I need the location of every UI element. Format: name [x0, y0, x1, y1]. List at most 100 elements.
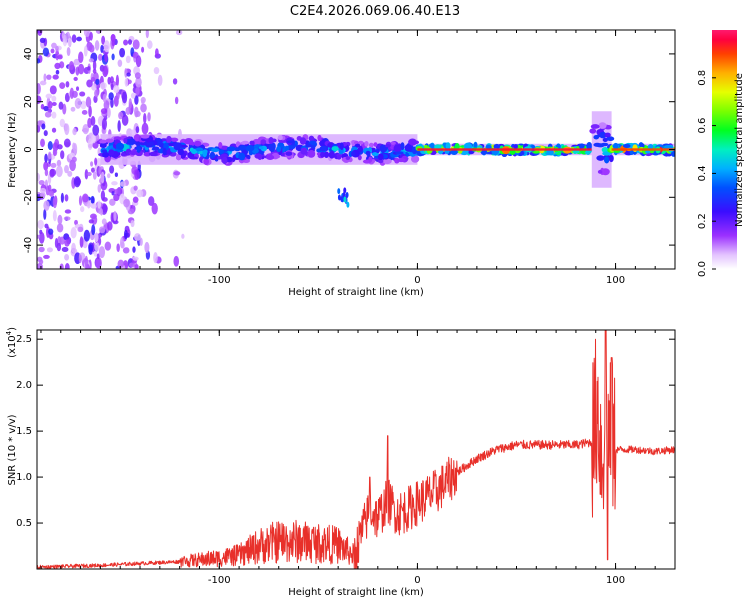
heatmap-cell: [175, 30, 183, 36]
heatmap-cell: [114, 172, 118, 178]
heatmap-cell: [46, 226, 51, 239]
heatmap-cell: [123, 229, 128, 240]
heatmap-cell: [434, 144, 442, 149]
heatmap-cell: [87, 117, 92, 128]
heatmap-cell: [600, 142, 609, 147]
heatmap-cell: [51, 42, 57, 49]
heatmap-cell: [153, 252, 158, 264]
heatmap-cell: [100, 44, 104, 54]
heatmap-cell: [110, 83, 114, 91]
heatmap-cell: [45, 93, 53, 99]
heatmap-cell: [400, 142, 405, 151]
heatmap-cell: [277, 135, 283, 141]
heatmap-cell: [57, 144, 63, 150]
heatmap-cell: [266, 154, 275, 160]
snr-xtick-label: -100: [208, 575, 231, 586]
heatmap-cell: [124, 77, 129, 87]
heatmap-cell: [117, 59, 123, 67]
colorbar-gradient: [712, 30, 737, 269]
heatmap-cell: [202, 149, 208, 158]
heatmap-cell: [603, 156, 610, 164]
heatmap-cell: [89, 31, 93, 41]
heatmap-cell: [55, 69, 60, 75]
heatmap-cell: [320, 151, 325, 158]
heatmap-cell: [37, 30, 43, 37]
heatmap-cell: [88, 219, 94, 224]
heatmap-cell: [74, 219, 78, 226]
heatmap-cell: [48, 228, 54, 235]
heatmap-cell: [103, 40, 110, 53]
heatmap-cell: [218, 149, 225, 155]
snr-ylabel: SNR (10 * v/v): [7, 414, 18, 485]
heatmap-cell: [148, 141, 155, 147]
heatmap-cell: [38, 231, 45, 244]
heatmap-cell: [135, 55, 142, 68]
spectrogram-xlabel: Height of straight line (km): [288, 287, 424, 298]
heatmap-cell: [127, 39, 133, 45]
heatmap-cell: [51, 101, 57, 106]
heatmap-cell: [173, 171, 181, 176]
heatmap-cell: [38, 246, 45, 253]
heatmap-cell: [355, 143, 361, 148]
heatmap-cell: [70, 227, 77, 239]
heatmap-cell: [88, 244, 93, 255]
heatmap-cell: [85, 96, 92, 108]
heatmap-cell: [134, 95, 139, 105]
heatmap-cell: [351, 140, 356, 147]
heatmap-cell: [602, 151, 612, 156]
heatmap-cell: [151, 202, 158, 215]
heatmap-cell: [143, 113, 147, 124]
heatmap-cell: [51, 111, 57, 119]
heatmap-cell: [357, 154, 362, 161]
heatmap-cell: [102, 65, 109, 78]
heatmap-cell: [121, 114, 129, 126]
heatmap-cell: [93, 250, 98, 257]
heatmap-cell: [252, 138, 261, 146]
heatmap-cell: [71, 156, 77, 163]
heatmap-cell: [346, 201, 350, 208]
heatmap-cell: [73, 58, 81, 66]
heatmap-cell: [203, 158, 210, 165]
colorbar-tick-label: 0.2: [697, 213, 708, 229]
heatmap-cell: [155, 48, 159, 57]
heatmap-cell: [96, 253, 100, 259]
heatmap-cell: [80, 100, 87, 110]
heatmap-cell: [76, 86, 80, 92]
heatmap-cell: [37, 120, 43, 126]
heatmap-cell: [209, 151, 216, 159]
heatmap-cell: [113, 136, 122, 142]
colorbar-tick-label: 0.6: [697, 118, 708, 134]
heatmap-cell: [410, 155, 420, 163]
heatmap-cell: [63, 138, 71, 148]
heatmap-cell: [111, 181, 118, 186]
snr-ytick-label: 2.5: [16, 334, 32, 345]
heatmap-cell: [111, 191, 115, 196]
heatmap-cell: [47, 189, 54, 196]
heatmap-cell: [59, 82, 66, 90]
snr-panel: -100 0 100 0.5 1.0 1.5 2.0 2.5 Height of straig…: [5, 327, 676, 598]
heatmap-cell: [46, 74, 52, 80]
heatmap-cell: [78, 51, 84, 64]
snr-xtick-label: 100: [606, 575, 625, 586]
heatmap-cell: [84, 169, 89, 180]
spectrogram-ticks: -100 0 100 -40 -20 0 20 40: [23, 30, 676, 286]
heatmap-cell: [101, 118, 108, 130]
heatmap-cell: [39, 187, 47, 194]
heatmap-cell: [37, 256, 43, 262]
heatmap-cell: [428, 143, 435, 149]
heatmap-cell: [343, 196, 347, 203]
heatmap-cell: [59, 263, 64, 269]
heatmap-cell: [323, 151, 330, 158]
heatmap-cell: [193, 140, 202, 147]
heatmap-cell: [64, 164, 69, 174]
heatmap-cell: [67, 37, 72, 47]
heatmap-cell: [49, 168, 55, 178]
heatmap-cell: [115, 142, 125, 150]
heatmap-cell: [141, 99, 145, 105]
heatmap-cell: [52, 148, 58, 157]
heatmap-cell: [108, 149, 115, 156]
heatmap-cell: [94, 40, 100, 51]
heatmap-cell: [58, 101, 64, 110]
heatmap-cell: [590, 124, 600, 129]
